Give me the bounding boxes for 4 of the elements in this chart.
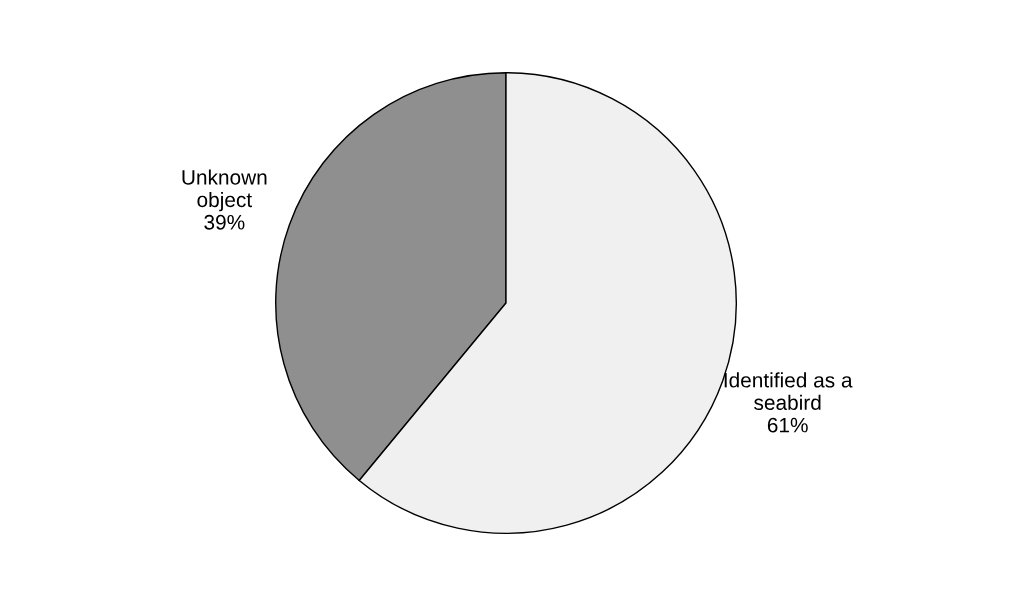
slice-label: Identified as a seabird bbox=[724, 372, 853, 410]
slice-label: Unknown object bbox=[182, 169, 267, 212]
data-label: 39% bbox=[204, 214, 245, 230]
data-label: 61% bbox=[767, 417, 808, 433]
